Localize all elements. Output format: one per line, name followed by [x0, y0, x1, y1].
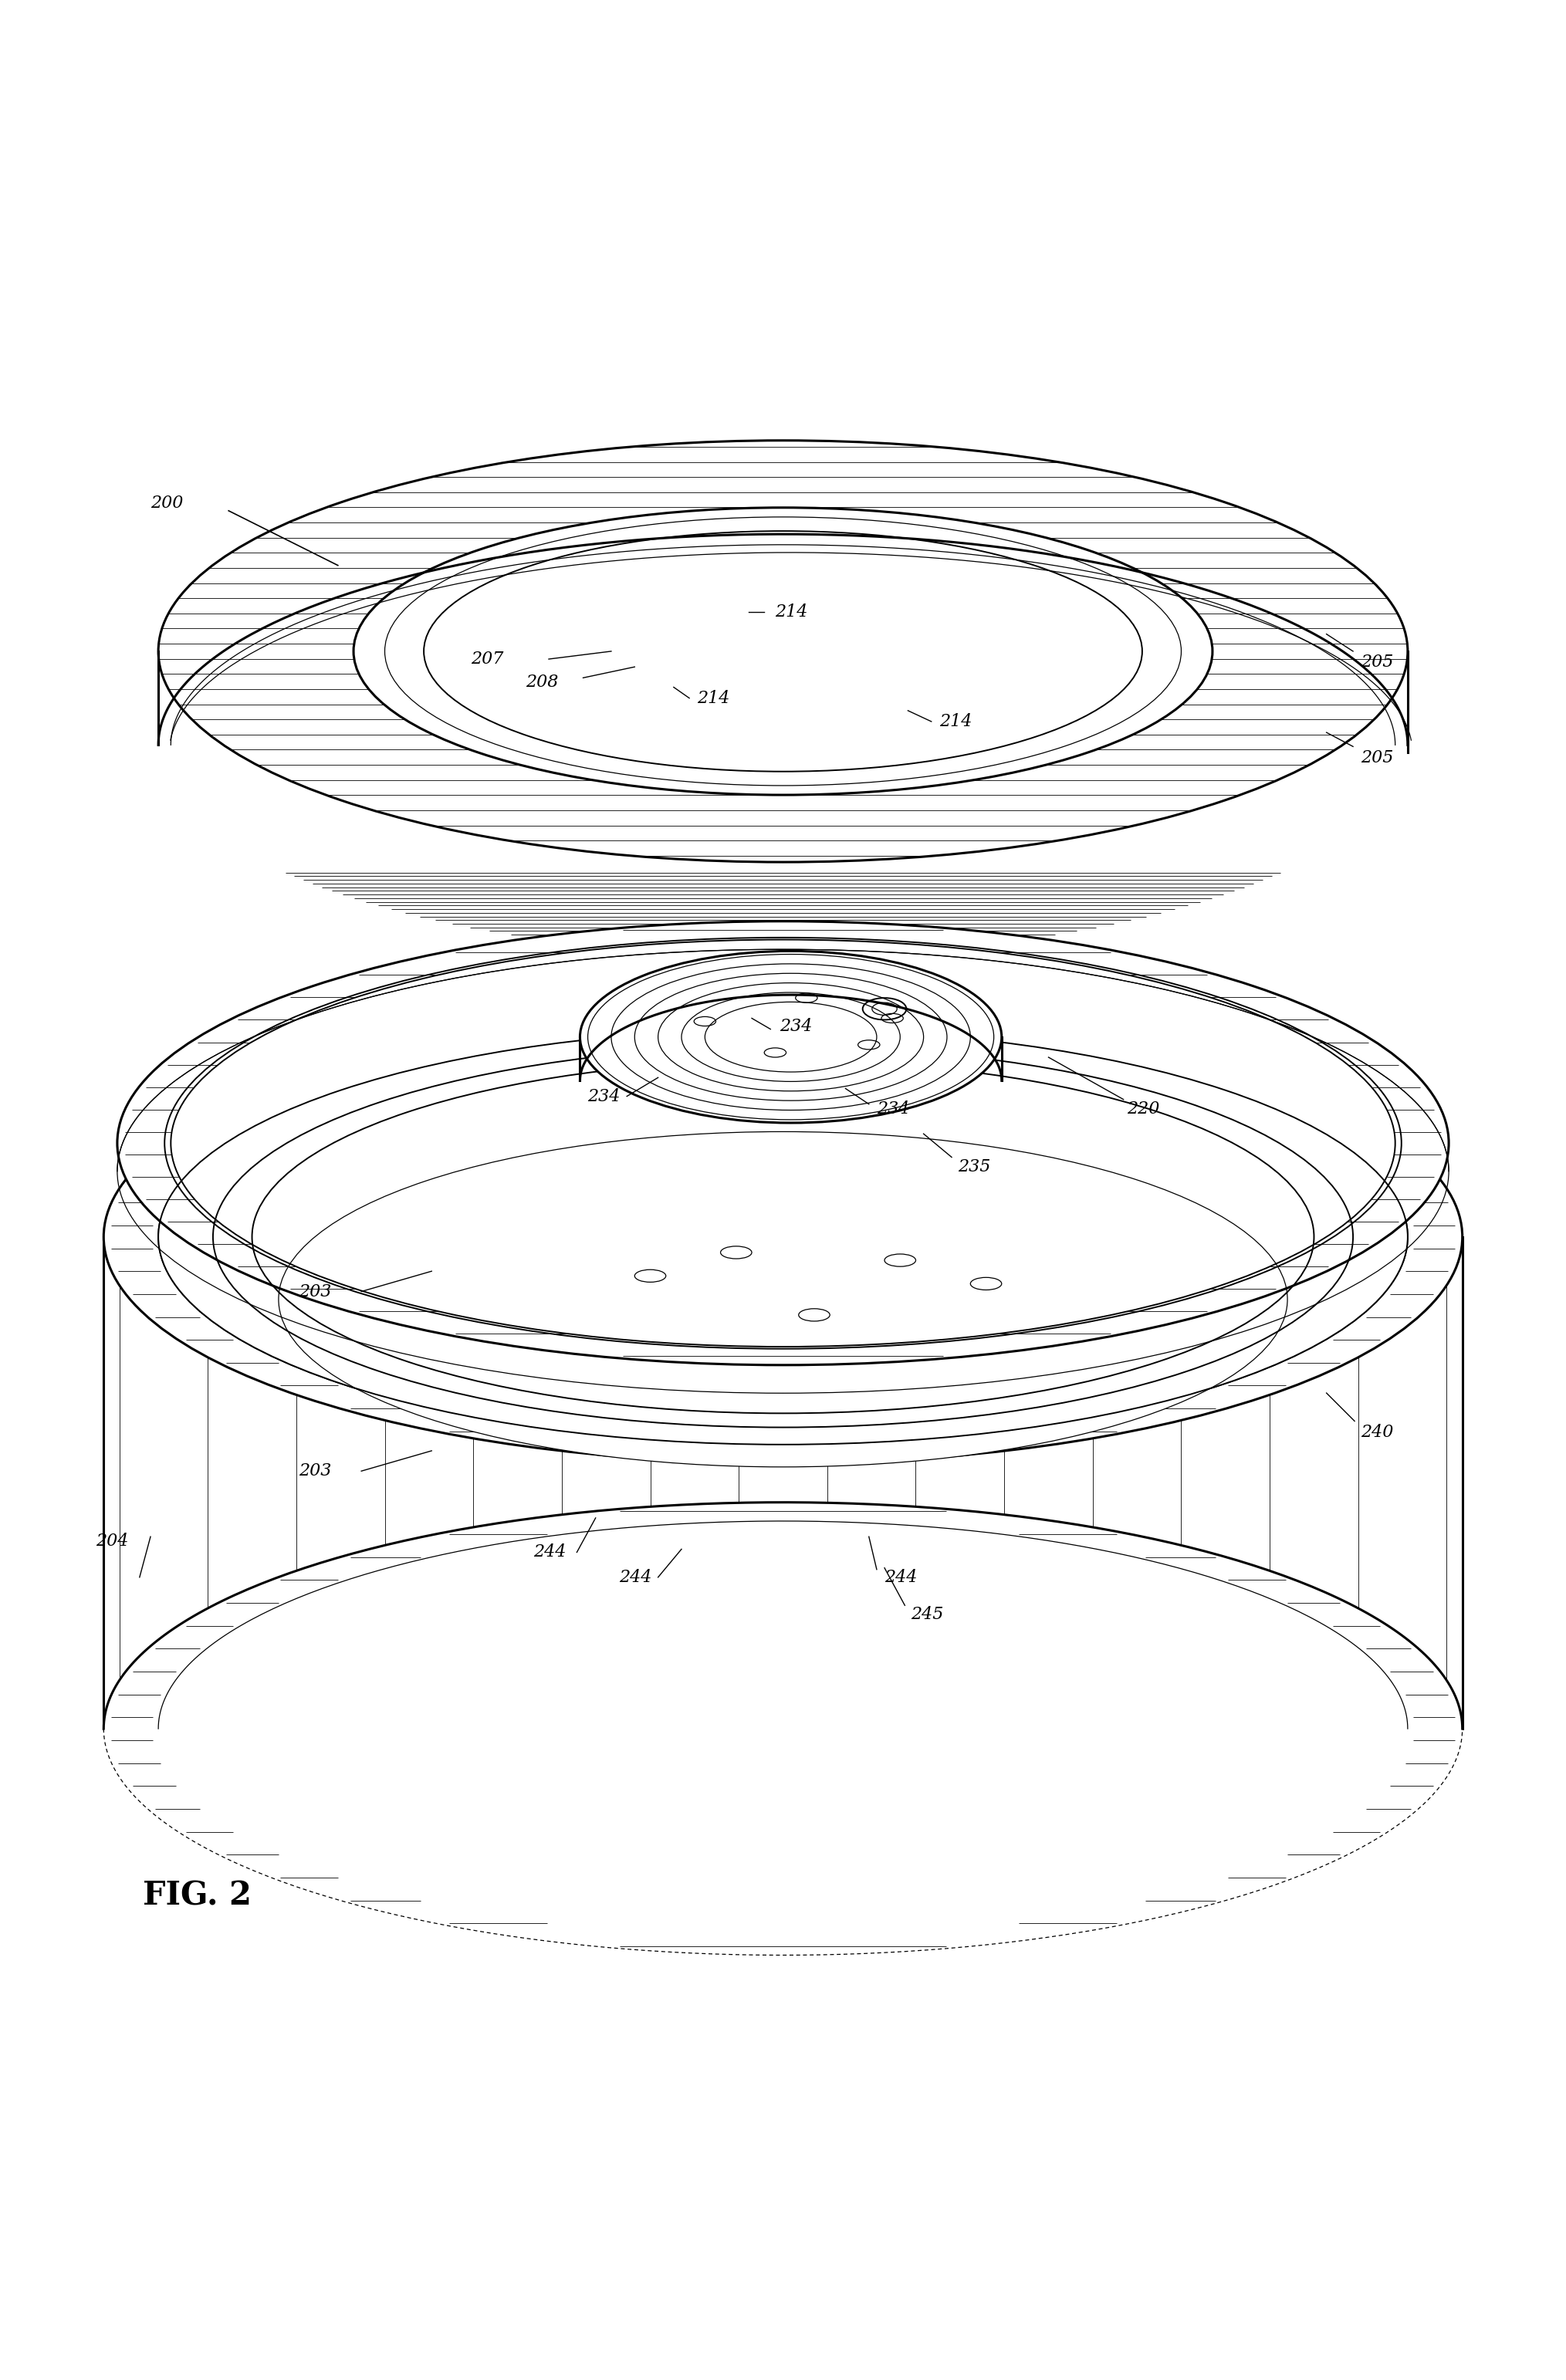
Ellipse shape: [103, 1012, 1463, 1464]
Text: 203: 203: [299, 1283, 332, 1299]
Text: 220: 220: [1126, 1100, 1159, 1116]
Text: 205: 205: [1361, 654, 1394, 671]
Ellipse shape: [579, 952, 1002, 1123]
Text: 244: 244: [532, 1545, 565, 1561]
Text: 204: 204: [96, 1533, 128, 1549]
Text: 234: 234: [587, 1088, 620, 1104]
Text: 240: 240: [1361, 1423, 1394, 1440]
Text: 214: 214: [775, 605, 808, 621]
Text: 207: 207: [471, 650, 503, 666]
Ellipse shape: [158, 1028, 1408, 1445]
Text: 245: 245: [911, 1607, 944, 1623]
Text: 235: 235: [958, 1159, 991, 1176]
Ellipse shape: [354, 507, 1212, 795]
Text: 214: 214: [940, 714, 972, 731]
Text: 244: 244: [619, 1568, 651, 1585]
Text: 205: 205: [1361, 750, 1394, 766]
Ellipse shape: [171, 940, 1395, 1347]
Text: 203: 203: [299, 1464, 332, 1480]
Text: 234: 234: [780, 1019, 813, 1035]
Text: 200: 200: [150, 495, 183, 512]
Text: 208: 208: [525, 674, 557, 690]
Ellipse shape: [117, 921, 1449, 1366]
Text: 244: 244: [885, 1568, 918, 1585]
Ellipse shape: [103, 1502, 1463, 1954]
Text: 214: 214: [697, 690, 730, 707]
Text: FIG. 2: FIG. 2: [143, 1880, 252, 1911]
Text: 234: 234: [877, 1100, 910, 1116]
Ellipse shape: [279, 1130, 1287, 1466]
